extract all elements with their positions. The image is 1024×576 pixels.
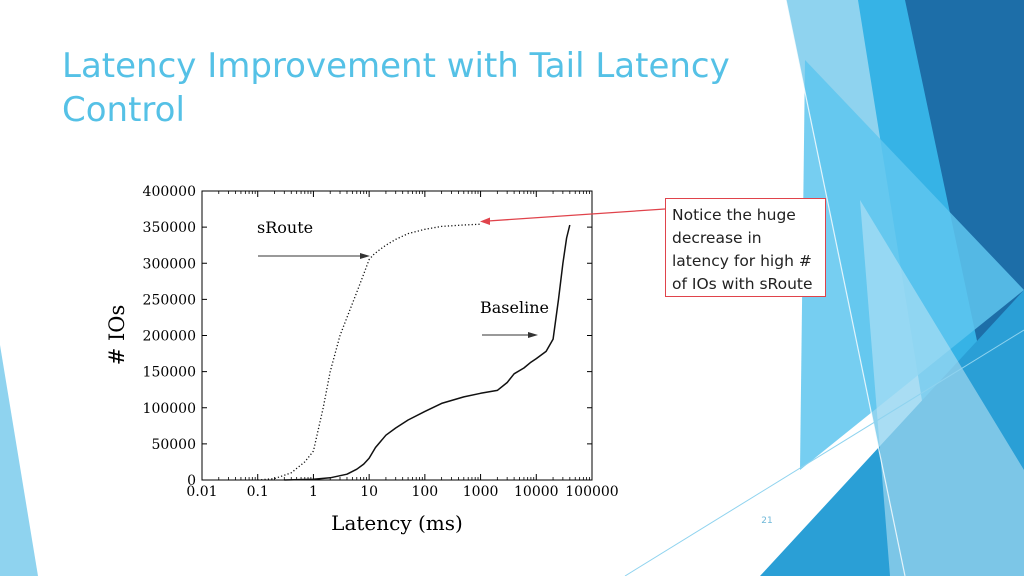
y-tick-label: 150000 — [143, 365, 196, 381]
y-tick-label: 50000 — [151, 437, 196, 453]
slide-title-line-2: Control — [62, 90, 185, 130]
x-tick-label: 10000 — [514, 484, 559, 500]
y-tick-label: 350000 — [143, 220, 196, 236]
series-layer — [257, 223, 571, 481]
x-tick-label: 0.01 — [186, 484, 217, 500]
page-number: 21 — [761, 516, 773, 526]
callout-line-3: latency for high # — [672, 252, 812, 270]
sroute-arrow — [258, 253, 370, 259]
slide-title-line-1: Latency Improvement with Tail Latency — [62, 46, 730, 86]
deco-blue-triangle — [800, 60, 1024, 470]
y-tick-label: 250000 — [143, 292, 196, 308]
x-tick-label: 100 — [411, 484, 438, 500]
deco-pale-wedge — [860, 200, 1024, 576]
callout-note: Notice the huge decrease in latency for … — [665, 198, 826, 297]
baseline-annotation-label: Baseline — [480, 298, 549, 317]
y-tick-label: 300000 — [143, 256, 196, 272]
y-tick-label: 100000 — [143, 401, 196, 417]
x-axis: 0.01 0.1 1 10 100 1000 10000 100000 — [186, 191, 619, 500]
y-axis: 0 50000 100000 150000 200000 250000 300000 3500… — [143, 184, 592, 489]
series-line-baseline — [284, 224, 571, 481]
x-tick-label: 1 — [309, 484, 318, 500]
sroute-annotation-label: sRoute — [257, 218, 313, 237]
x-tick-label: 1000 — [463, 484, 499, 500]
deco-thin-line-2 — [624, 329, 1024, 576]
x-tick-label: 10 — [360, 484, 378, 500]
baseline-arrow — [482, 332, 538, 338]
slide-title: Latency Improvement with Tail Latency Co… — [62, 44, 782, 132]
y-tick-label: 200000 — [143, 329, 196, 345]
deco-left-sliver — [0, 345, 38, 576]
y-tick-label: 400000 — [143, 184, 196, 200]
latency-chart: 0 50000 100000 150000 200000 250000 300000 3500… — [105, 184, 619, 535]
x-tick-label: 0.1 — [247, 484, 269, 500]
callout-line-2: decrease in — [672, 229, 762, 247]
callout-line-4: of IOs with sRoute — [672, 275, 813, 293]
y-tick-label: 0 — [187, 473, 196, 489]
y-axis-label: # IOs — [105, 305, 129, 366]
deco-thin-line-1 — [785, 0, 906, 576]
callout-line-1: Notice the huge — [672, 206, 796, 224]
x-axis-label: Latency (ms) — [331, 511, 463, 535]
x-tick-label: 100000 — [565, 484, 618, 500]
